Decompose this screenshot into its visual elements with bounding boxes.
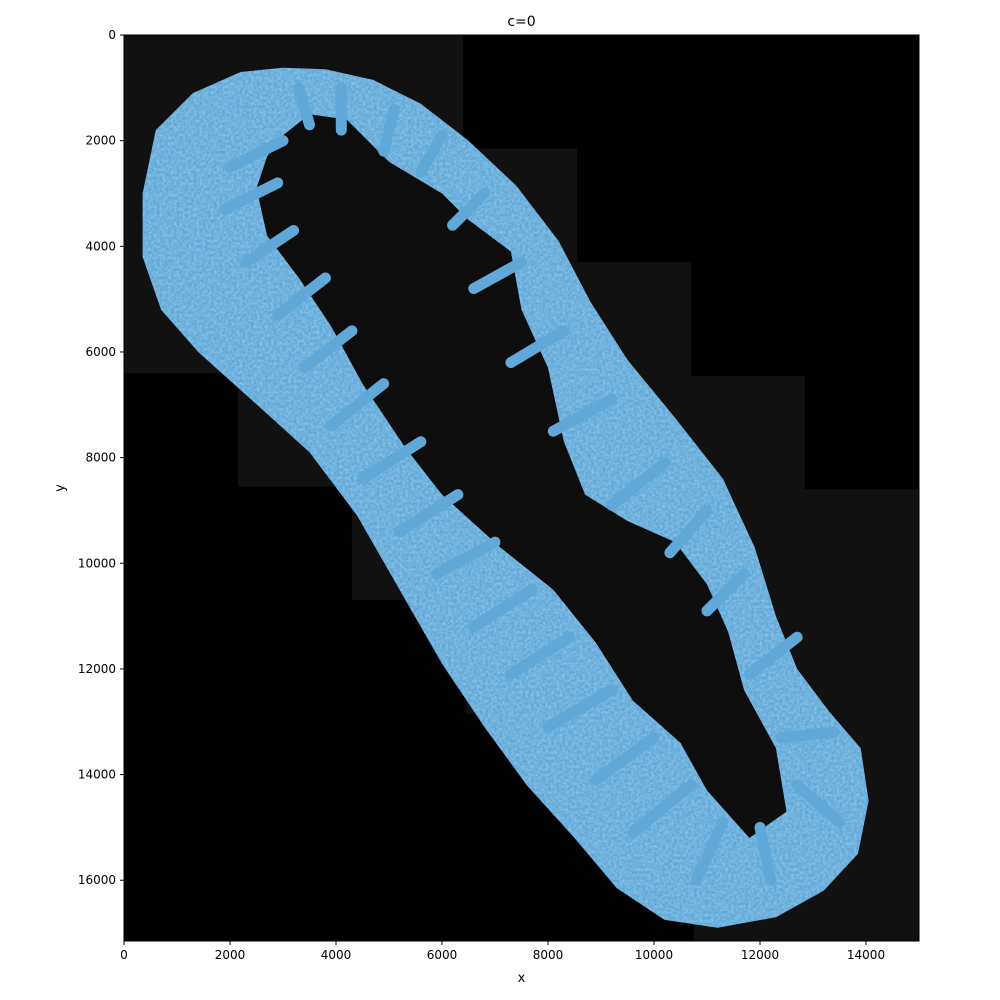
plot-area [124,35,919,941]
villus [547,394,618,437]
y-tick-label: 0 [108,28,116,42]
villus [431,536,501,580]
y-tick-label: 4000 [85,239,116,253]
y-tick-label: 2000 [85,134,116,148]
y-tick-label: 10000 [78,556,116,570]
villus [357,436,427,485]
villus [590,732,660,786]
villus [690,816,729,886]
villus [325,378,390,432]
y-tick-label: 8000 [85,451,116,465]
villus [378,103,400,157]
x-tick-label: 10000 [635,948,673,962]
x-tick-label: 14000 [847,948,885,962]
villus [505,631,575,680]
chart-title: c=0 [507,14,535,30]
villus [505,325,570,369]
villus [542,684,618,733]
x-tick-label: 0 [120,948,128,962]
x-tick-label: 12000 [741,948,779,962]
villus [224,135,289,173]
villus [298,325,358,374]
x-axis-label: x [518,971,526,986]
villus [627,779,697,839]
villus [754,821,777,886]
villus [606,457,671,511]
villus [468,584,538,633]
villus [701,568,750,617]
x-tick-label: 2000 [215,948,246,962]
villus [447,187,490,231]
villus [240,224,300,268]
y-tick-label: 14000 [78,768,116,782]
x-tick-label: 6000 [427,948,458,962]
villus [743,631,803,680]
villus [394,489,464,538]
villus [219,177,284,215]
y-axis-label: y [53,484,68,492]
villus [293,82,315,131]
villus [415,129,448,178]
tissue-layer [142,67,869,928]
x-tick-label: 8000 [533,948,564,962]
y-axis: 0 2000 4000 6000 8000 10000 12000 14000 16000 [78,28,124,887]
x-tick-label: 4000 [321,948,352,962]
plot-frame [123,34,920,942]
villus [272,272,331,321]
x-axis: 0 2000 4000 6000 8000 10000 12000 14000 [120,941,885,962]
villus [664,504,713,559]
y-tick-label: 12000 [78,662,116,676]
lumen-region [256,114,787,838]
villus [791,779,845,828]
villus [468,256,527,295]
villus [775,726,840,744]
y-tick-label: 6000 [85,345,116,359]
y-tick-label: 16000 [78,873,116,887]
